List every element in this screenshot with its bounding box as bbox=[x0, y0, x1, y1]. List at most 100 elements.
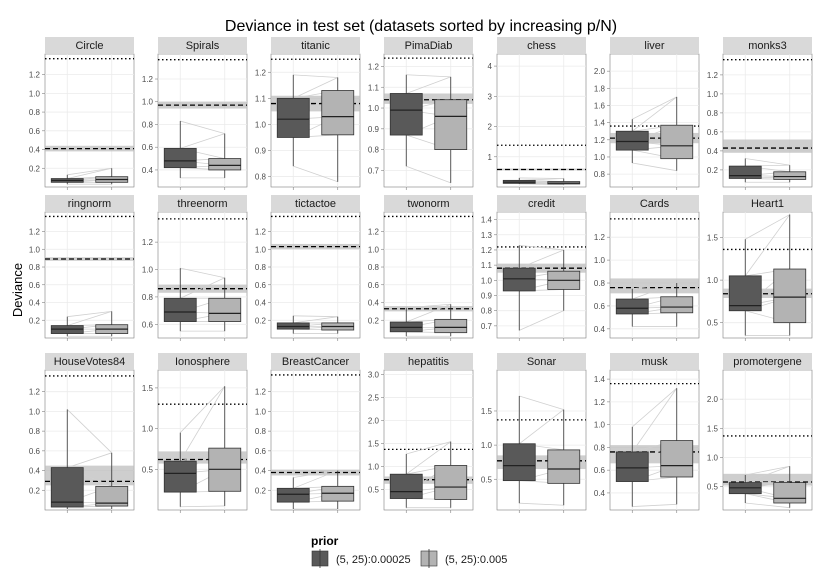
panel-promotergene: promotergene 0.5 1.0 1.5 2.0 bbox=[707, 353, 813, 513]
panel-promotergene-y-tick-label: 1.0 bbox=[707, 454, 719, 463]
panel-tictactoe-y-tick-label: 0.8 bbox=[255, 263, 267, 272]
panel-monks3-reference-band bbox=[723, 139, 812, 153]
panel-credit-strip bbox=[497, 195, 586, 211]
panel-liver-y-tick-label: 0.8 bbox=[594, 170, 606, 179]
y-axis-label: Deviance bbox=[10, 263, 25, 317]
panel-ringnorm-y-tick-label: 0.2 bbox=[29, 316, 41, 325]
panel-monks3-y-tick-label: 1.2 bbox=[707, 71, 719, 80]
panel-tictactoe: tictactoe 0.2 0.4 0.6 0.8 1.0 1.2 bbox=[255, 195, 361, 341]
panel-musk-y-tick-label: 0.4 bbox=[594, 489, 606, 498]
panel-monks3-y-tick-label: 0.8 bbox=[707, 109, 719, 118]
panel-twonorm-y-tick-label: 0.8 bbox=[368, 263, 380, 272]
panel-cards: Cards 0.4 0.6 0.8 1.0 1.2 bbox=[594, 195, 700, 341]
panel-credit-y-tick-label: 1.2 bbox=[481, 246, 493, 255]
panel-circle-pair-line bbox=[67, 167, 112, 176]
panel-chess-strip-label: chess bbox=[527, 40, 556, 52]
panel-ionosphere-strip bbox=[158, 353, 247, 369]
legend-title: prior bbox=[311, 534, 339, 548]
panel-ringnorm-y-tick-label: 1.2 bbox=[29, 228, 41, 237]
panel-spirals-y-tick-label: 0.4 bbox=[142, 166, 154, 175]
panel-promotergene-y-tick-label: 0.5 bbox=[707, 483, 719, 492]
panel-monks3-strip bbox=[723, 37, 812, 53]
panel-spirals-y-tick-label: 0.6 bbox=[142, 143, 154, 152]
panel-monks3-y-tick-label: 0.2 bbox=[707, 166, 719, 175]
panel-tictactoe-y-tick-label: 0.2 bbox=[255, 316, 267, 325]
panel-housevotes84-strip bbox=[45, 353, 134, 369]
panel-spirals-box-1 bbox=[163, 147, 197, 169]
panel-ringnorm-strip-label: ringnorm bbox=[68, 198, 111, 210]
panel-pimadiab-pair-line bbox=[406, 76, 451, 94]
panel-chess-pair-line bbox=[519, 177, 564, 179]
panel-sonar-box-2 bbox=[547, 449, 581, 484]
panel-musk-strip bbox=[610, 353, 699, 369]
panel-liver-y-tick-label: 1.8 bbox=[594, 84, 606, 93]
panel-hepatitis-pair-line bbox=[406, 441, 451, 455]
panel-housevotes84-strip-label: HouseVotes84 bbox=[54, 356, 126, 368]
panel-breastcancer-strip-label: BreastCancer bbox=[282, 356, 350, 368]
panel-circle-y-tick-label: 0.6 bbox=[29, 127, 41, 136]
panel-pimadiab-y-tick-label: 1.1 bbox=[368, 83, 380, 92]
panel-circle: Circle 0.2 0.4 0.6 0.8 1.0 1.2 bbox=[29, 37, 135, 190]
panel-spirals-pair-line bbox=[180, 120, 225, 134]
panel-tictactoe-y-tick-label: 1.2 bbox=[255, 228, 267, 237]
panel-pimadiab-box-1 bbox=[389, 93, 423, 136]
panel-ringnorm-pair-line bbox=[67, 310, 112, 326]
panel-breastcancer-y-tick-label: 1.0 bbox=[255, 407, 267, 416]
panel-pimadiab: PimaDiab 0.7 0.8 0.9 1.0 1.1 1.2 bbox=[368, 37, 474, 190]
panel-ionosphere-y-tick-label: 1.5 bbox=[142, 384, 154, 393]
panel-credit-y-tick-label: 1.0 bbox=[481, 276, 493, 285]
chart-title: Deviance in test set (datasets sorted by… bbox=[225, 18, 617, 35]
panel-ringnorm-pair-line bbox=[67, 310, 112, 318]
panel-ionosphere-y-tick-label: 0.5 bbox=[142, 465, 154, 474]
panel-liver-y-tick-label: 1.4 bbox=[594, 119, 606, 128]
panel-spirals-y-tick-label: 1.2 bbox=[142, 75, 154, 84]
panel-pimadiab-y-tick-label: 1.2 bbox=[368, 62, 380, 71]
panel-cards-pair-line bbox=[632, 282, 677, 300]
panel-circle-y-tick-label: 1.0 bbox=[29, 89, 41, 98]
panel-liver-box-1 bbox=[615, 130, 649, 151]
panel-monks3-area bbox=[722, 53, 813, 188]
panel-monks3-y-tick-label: 1.0 bbox=[707, 90, 719, 99]
panel-breastcancer-y-tick-label: 0.4 bbox=[255, 467, 267, 476]
panel-monks3-y-tick-label: 0.6 bbox=[707, 128, 719, 137]
panel-pimadiab-y-tick-label: 0.9 bbox=[368, 125, 380, 134]
panel-heart1-box-2 bbox=[773, 268, 807, 324]
panel-liver-y-tick-label: 1.0 bbox=[594, 153, 606, 162]
panel-hepatitis-y-tick-label: 0.5 bbox=[368, 485, 380, 494]
panel-tictactoe-y-tick-label: 1.0 bbox=[255, 245, 267, 254]
panel-twonorm-y-tick-label: 0.2 bbox=[368, 316, 380, 325]
panel-sonar-box-1 bbox=[502, 443, 536, 482]
panel-hepatitis-y-tick-label: 1.5 bbox=[368, 439, 380, 448]
panel-cards-y-tick-label: 1.2 bbox=[594, 233, 606, 242]
panel-housevotes84-y-tick-label: 0.4 bbox=[29, 467, 41, 476]
panel-twonorm-y-tick-label: 0.6 bbox=[368, 281, 380, 290]
panel-ringnorm-y-tick-label: 1.0 bbox=[29, 245, 41, 254]
panel-credit-y-tick-label: 1.3 bbox=[481, 231, 493, 240]
panel-hepatitis: hepatitis 0.5 1.0 1.5 2.0 2.5 3.0 bbox=[368, 353, 474, 513]
panel-breastcancer-y-tick-label: 1.2 bbox=[255, 388, 267, 397]
panel-spirals: Spirals 0.4 0.6 0.8 1.0 1.2 bbox=[142, 37, 248, 190]
panel-musk-y-tick-label: 1.0 bbox=[594, 421, 606, 430]
panel-heart1: Heart1 0.5 1.0 1.5 bbox=[707, 195, 813, 341]
panel-credit-strip-label: credit bbox=[528, 198, 555, 210]
panel-ringnorm-y-tick-label: 0.8 bbox=[29, 263, 41, 272]
panel-musk-y-tick-label: 0.6 bbox=[594, 466, 606, 475]
panel-titanic-strip bbox=[271, 37, 360, 53]
panel-promotergene-y-tick-label: 2.0 bbox=[707, 395, 719, 404]
panel-circle-y-tick-label: 0.2 bbox=[29, 164, 41, 173]
panel-housevotes84: HouseVotes84 0.2 0.4 0.6 0.8 1.0 1.2 bbox=[29, 353, 135, 513]
panel-cards-y-tick-label: 0.6 bbox=[594, 302, 606, 311]
panel-tictactoe-strip bbox=[271, 195, 360, 211]
panel-tictactoe-pair-line bbox=[293, 316, 338, 324]
panel-cards-y-tick-label: 0.4 bbox=[594, 325, 606, 334]
panel-titanic-strip-label: titanic bbox=[301, 40, 330, 52]
panel-twonorm: twonorm 0.2 0.4 0.6 0.8 1.0 1.2 bbox=[368, 195, 474, 341]
panel-breastcancer-y-tick-label: 0.2 bbox=[255, 486, 267, 495]
panel-twonorm-area bbox=[383, 211, 474, 339]
panel-chess: chess 1 2 3 4 bbox=[488, 37, 587, 190]
panel-liver-pair-line bbox=[632, 96, 677, 132]
panel-cards-box-2 bbox=[660, 296, 694, 314]
panel-sonar-pair-line bbox=[519, 502, 564, 506]
panel-chess-y-tick-label: 4 bbox=[488, 62, 493, 71]
panel-ringnorm-y-tick-label: 0.4 bbox=[29, 299, 41, 308]
